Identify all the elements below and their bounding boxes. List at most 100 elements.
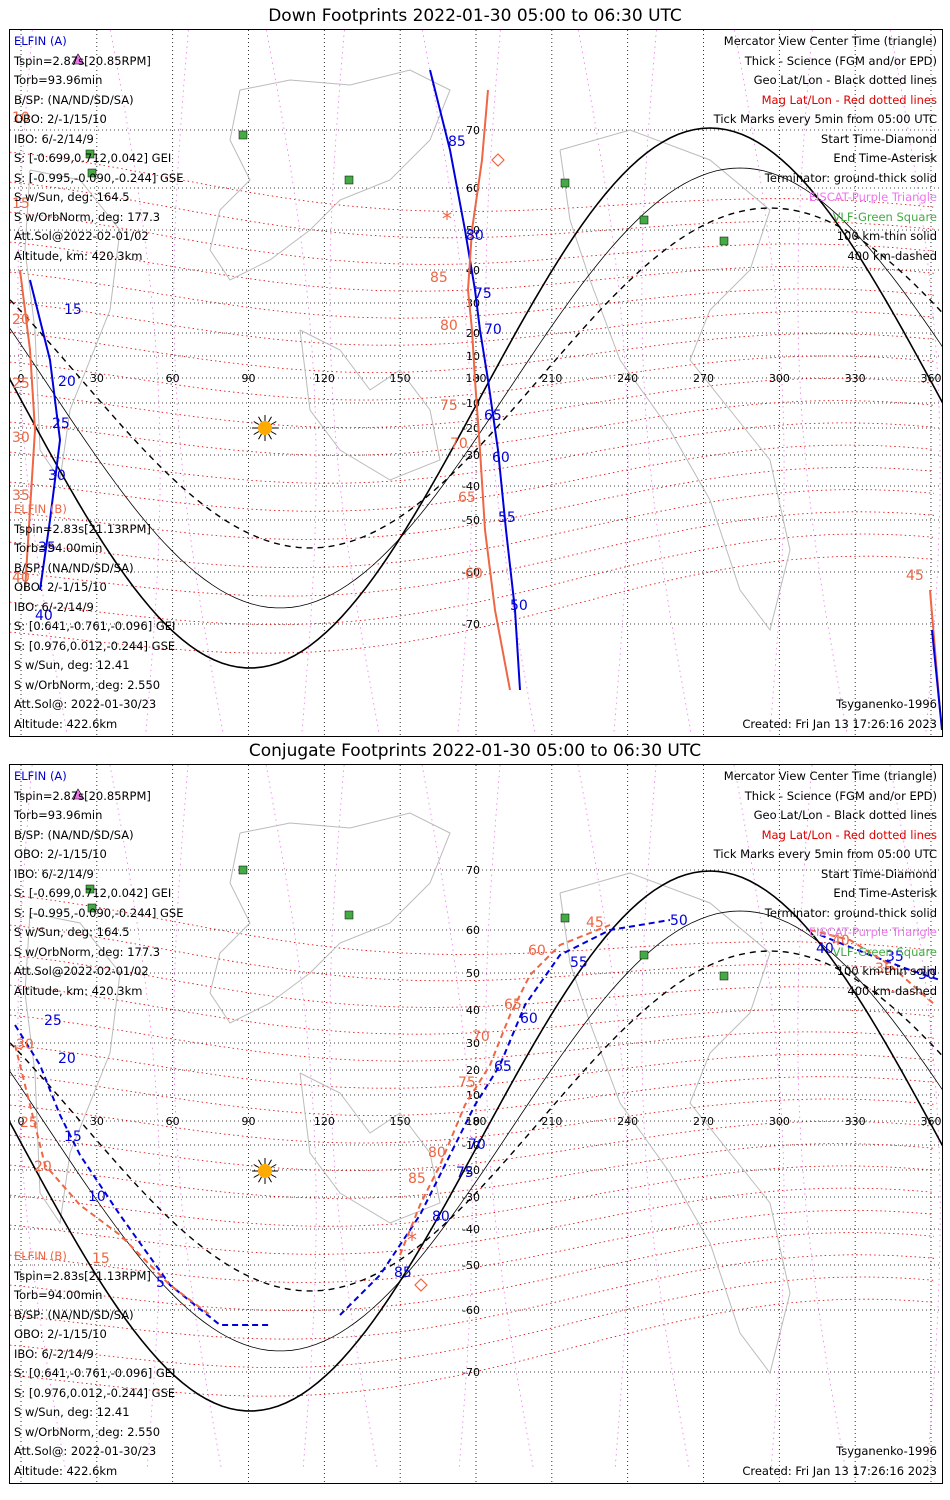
info-line: S: [0.641,-0.761,-0.096] GEI: [14, 1366, 176, 1380]
legend-entry: End Time-Asterisk: [833, 886, 937, 900]
terminator-100km: [10, 167, 942, 609]
sun-ray: [253, 421, 260, 425]
start-diamond-icon: [491, 153, 505, 167]
info-line: Tspin=2.83s[21.13RPM]: [14, 521, 151, 536]
elfin-a-tick-label: 75: [474, 286, 492, 302]
lon-tick-label: 240: [617, 1115, 638, 1128]
elfin-a-tick-label: 50: [670, 913, 688, 929]
lat-tick-label: 70: [466, 124, 480, 137]
elfin-b-tick-label: 75: [440, 398, 458, 414]
info-line: IBO: 6/-2/14/9: [14, 1346, 94, 1361]
terminator-100km: [10, 910, 942, 1352]
legend-entry: 100 km-thin solid: [836, 229, 937, 243]
info-line: Tspin=2.87s[20.85RPM]: [14, 788, 151, 803]
sun-ray: [258, 1176, 262, 1183]
vlf-square-icon: [560, 913, 570, 923]
elfin-b-tick-label: 15: [92, 1251, 110, 1267]
lat-tick-label: -40: [462, 480, 480, 493]
mag-lat-line: [10, 241, 935, 292]
elfin-a-tick-label: 70: [468, 1137, 486, 1153]
info-line: Altitude: 422.6km: [14, 1463, 118, 1478]
legend-entry: Geo Lat/Lon - Black dotted lines: [753, 808, 937, 822]
elfin-b-tick-label: 45: [586, 915, 604, 931]
elfin-a-tick-label: 35: [38, 540, 56, 556]
info-line: Tspin=2.87s[20.85RPM]: [14, 53, 151, 68]
info-line: Torb=93.96min: [14, 808, 103, 822]
elfin-a-tick-label: 65: [494, 1059, 512, 1075]
legend-entry: VLF-Green Square: [832, 944, 937, 959]
model-name: Tsyganenko-1996: [836, 1444, 937, 1458]
mag-lat-line: [10, 211, 935, 265]
info-line: B/SP: (NA/ND/SD/SA): [14, 92, 134, 107]
info-line: OBO: 2/-1/15/10: [14, 847, 107, 861]
coastline: [559, 129, 791, 632]
lat-tick-label: -70: [462, 1366, 480, 1379]
elfin-b-tick-label: 45: [906, 568, 924, 584]
mag-lat-line: [10, 1254, 935, 1340]
mag-lat-line: [10, 1165, 935, 1227]
elfin-b-tick-label: 60: [528, 943, 546, 959]
lon-tick-label: 270: [693, 372, 714, 385]
panel-title: Conjugate Footprints 2022-01-30 05:00 to…: [248, 741, 702, 761]
lat-tick-label: 70: [466, 864, 480, 877]
lon-tick-label: 90: [242, 372, 256, 385]
mag-lon-line: [173, 30, 224, 736]
legend-entry: Terminator: ground-thick solid: [764, 905, 937, 920]
info-line: Att.Sol@2022-02-01/02: [14, 964, 149, 978]
vlf-square-icon: [560, 178, 570, 188]
info-line: OBO: 2/-1/15/10: [14, 580, 107, 594]
elfin-b-tick-label: 80: [428, 1145, 446, 1161]
mag-lon-line: [641, 30, 692, 736]
elfin-a-heading: ELFIN (A): [14, 34, 67, 48]
coastline: [24, 169, 121, 482]
elfin-b-heading: ELFIN (B): [14, 502, 67, 516]
elfin-a-tick-label: 20: [58, 1051, 76, 1067]
info-line: S w/OrbNorm, deg: 177.3: [14, 209, 161, 224]
info-line: Altitude, km: 420.3km: [14, 248, 143, 263]
coastline: [209, 812, 451, 1024]
elfin-b-tick-label: 35: [875, 961, 893, 977]
mag-lon-line: [641, 765, 690, 1471]
info-line: B/SP: (NA/ND/SD/SA): [14, 1307, 134, 1322]
vlf-square-icon: [85, 149, 95, 159]
sun-ray: [268, 1176, 272, 1183]
mag-lat-line: [10, 151, 935, 212]
lon-tick-label: 330: [845, 1115, 866, 1128]
mag-lon-line: [17, 30, 68, 736]
sun-icon: [258, 421, 272, 435]
elfin-a-tick-label: 15: [64, 1129, 82, 1145]
legend-entry: Terminator: ground-thick solid: [764, 170, 937, 185]
elfin-a-tick-label: 65: [484, 408, 502, 424]
info-line: Tspin=2.83s[21.13RPM]: [14, 1268, 151, 1283]
elfin-a-tick-label: 75: [456, 1165, 474, 1181]
info-line: Att.Sol@2022-02-01/02: [14, 229, 149, 243]
legend-entry: Thick - Science (FGM and/or EPD): [744, 788, 937, 803]
vlf-square-icon: [87, 168, 97, 178]
mag-lon-line: [329, 30, 380, 736]
coastline: [24, 912, 121, 1225]
mag-lat-line: [10, 1210, 935, 1283]
lon-tick-label: 60: [166, 1115, 180, 1128]
info-line: S: [0.641,-0.761,-0.096] GEI: [14, 619, 176, 633]
elfin-b-tick-label: 75: [458, 1075, 476, 1091]
legend-entry: 400 km-dashed: [847, 983, 937, 998]
mag-lat-line: [10, 924, 935, 982]
map-panel-conjugate: 0 30 60 90 120 150 180 210 240 270 300 330 360 70 60 50…: [9, 764, 943, 1484]
elfin-a-tick-label: 10: [88, 1189, 106, 1205]
lon-tick-label: 270: [693, 1115, 714, 1128]
elfin-b-tick-label: 10: [12, 110, 30, 126]
sun-ray: [270, 1174, 277, 1178]
elfin-b-tick-label: 40: [832, 933, 850, 949]
elfin-a-tick-label: 30: [48, 468, 66, 484]
lat-tick-label: -70: [462, 618, 480, 631]
lon-tick-label: 120: [314, 1115, 335, 1128]
legend-entry: Geo Lat/Lon - Black dotted lines: [753, 73, 937, 87]
sun-ray: [270, 1164, 277, 1168]
sun-ray: [268, 433, 272, 440]
lon-tick-label: 90: [242, 1115, 256, 1128]
sun-ray: [258, 1159, 262, 1166]
sun-icon: [258, 1164, 272, 1178]
terminator-400km: [10, 950, 942, 1292]
elfin-a-tick-label: 15: [64, 302, 82, 318]
mercator-map: 0 30 60 90 120 150 180 210 240 270 300 330 360706050…: [10, 30, 942, 736]
